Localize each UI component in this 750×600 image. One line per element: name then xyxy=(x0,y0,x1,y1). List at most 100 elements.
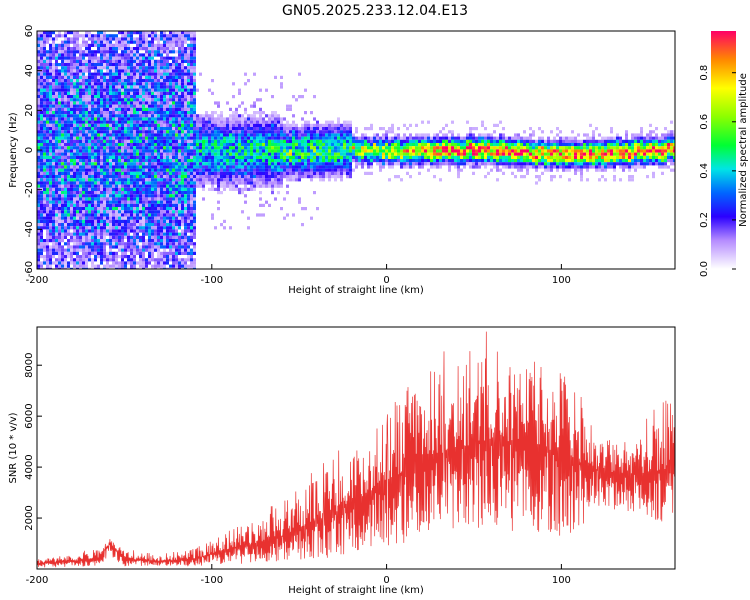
heatmap-cell xyxy=(187,255,190,259)
heatmap-cell xyxy=(109,165,112,169)
heatmap-cell xyxy=(109,171,112,175)
heatmap-cell xyxy=(172,226,175,230)
heatmap-cell xyxy=(106,59,109,63)
heatmap-cell xyxy=(163,69,166,73)
heatmap-cell xyxy=(190,213,193,217)
heatmap-cell xyxy=(136,111,139,115)
heatmap-cell xyxy=(130,63,133,67)
heatmap-cell xyxy=(217,184,220,188)
heatmap-cell xyxy=(103,197,106,201)
heatmap-cell xyxy=(70,47,73,51)
heatmap-cell xyxy=(43,162,46,166)
heatmap-cell xyxy=(130,91,133,95)
heatmap-cell xyxy=(247,117,250,121)
heatmap-cell xyxy=(145,75,148,79)
heatmap-cell xyxy=(73,152,76,156)
heatmap-cell xyxy=(82,85,85,89)
heatmap-cell xyxy=(205,152,208,156)
heatmap-cell xyxy=(94,127,97,131)
heatmap-cell xyxy=(148,127,151,131)
heatmap-cell xyxy=(214,101,217,105)
heatmap-cell xyxy=(235,133,238,137)
heatmap-cell xyxy=(67,203,70,207)
heatmap-cell xyxy=(100,146,103,150)
heatmap-cell xyxy=(157,69,160,73)
heatmap-cell xyxy=(214,175,217,179)
heatmap-cell xyxy=(109,264,112,268)
heatmap-cell xyxy=(61,239,64,243)
heatmap-cell xyxy=(190,75,193,79)
heatmap-cell xyxy=(109,37,112,41)
heatmap-cell xyxy=(106,37,109,41)
heatmap-cell xyxy=(190,200,193,204)
heatmap-cell xyxy=(73,191,76,195)
heatmap-cell xyxy=(133,69,136,73)
heatmap-cell xyxy=(166,152,169,156)
heatmap-cell xyxy=(124,210,127,214)
heatmap-cell xyxy=(169,171,172,175)
heatmap-cell xyxy=(166,149,169,153)
heatmap-cell xyxy=(280,123,283,127)
heatmap-cell xyxy=(214,155,217,159)
heatmap-cell xyxy=(148,79,151,83)
heatmap-cell xyxy=(151,133,154,137)
heatmap-cell xyxy=(37,159,40,163)
heatmap-cell xyxy=(124,264,127,268)
heatmap-cell xyxy=(70,223,73,227)
heatmap-cell xyxy=(73,171,76,175)
heatmap-cell xyxy=(193,149,196,153)
heatmap-cell xyxy=(145,258,148,262)
heatmap-cell xyxy=(145,59,148,63)
heatmap-cell xyxy=(262,127,265,131)
heatmap-cell xyxy=(58,232,61,236)
heatmap-cell xyxy=(82,213,85,217)
heatmap-cell xyxy=(184,159,187,163)
heatmap-cell xyxy=(136,232,139,236)
heatmap-cell xyxy=(85,120,88,124)
heatmap-cell xyxy=(139,264,142,268)
heatmap-cell xyxy=(70,82,73,86)
heatmap-cell xyxy=(136,165,139,169)
heatmap-cell xyxy=(331,165,334,169)
heatmap-cell xyxy=(97,107,100,111)
heatmap-cell xyxy=(82,223,85,227)
heatmap-cell xyxy=(175,75,178,79)
heatmap-cell xyxy=(52,56,55,60)
heatmap-cell xyxy=(253,159,256,163)
heatmap-cell xyxy=(178,43,181,47)
heatmap-cell xyxy=(280,117,283,121)
heatmap-cell xyxy=(64,75,67,79)
heatmap-cell xyxy=(58,43,61,47)
heatmap-cell xyxy=(76,178,79,182)
heatmap-cell xyxy=(166,117,169,121)
heatmap-cell xyxy=(208,159,211,163)
heatmap-cell xyxy=(166,232,169,236)
heatmap-cell xyxy=(82,207,85,211)
heatmap-cell xyxy=(115,213,118,217)
heatmap-cell xyxy=(76,79,79,83)
heatmap-cell xyxy=(46,34,49,38)
heatmap-cell xyxy=(148,194,151,198)
heatmap-cell xyxy=(166,255,169,259)
heatmap-cell xyxy=(334,139,337,143)
heatmap-cell xyxy=(163,242,166,246)
heatmap-cell xyxy=(58,191,61,195)
heatmap-cell xyxy=(169,40,172,44)
heatmap-cell xyxy=(184,53,187,57)
heatmap-cell xyxy=(172,203,175,207)
heatmap-cell xyxy=(133,59,136,63)
heatmap-cell xyxy=(76,111,79,115)
heatmap-cell xyxy=(52,149,55,153)
heatmap-cell xyxy=(145,264,148,268)
heatmap-cell xyxy=(142,210,145,214)
heatmap-cell xyxy=(46,31,49,35)
heatmap-cell xyxy=(79,258,82,262)
heatmap-cell xyxy=(340,178,343,182)
heatmap-cell xyxy=(88,43,91,47)
heatmap-cell xyxy=(124,136,127,140)
heatmap-cell xyxy=(181,123,184,127)
heatmap-cell xyxy=(88,226,91,230)
heatmap-cell xyxy=(184,82,187,86)
heatmap-cell xyxy=(52,37,55,41)
heatmap-cell xyxy=(142,168,145,172)
